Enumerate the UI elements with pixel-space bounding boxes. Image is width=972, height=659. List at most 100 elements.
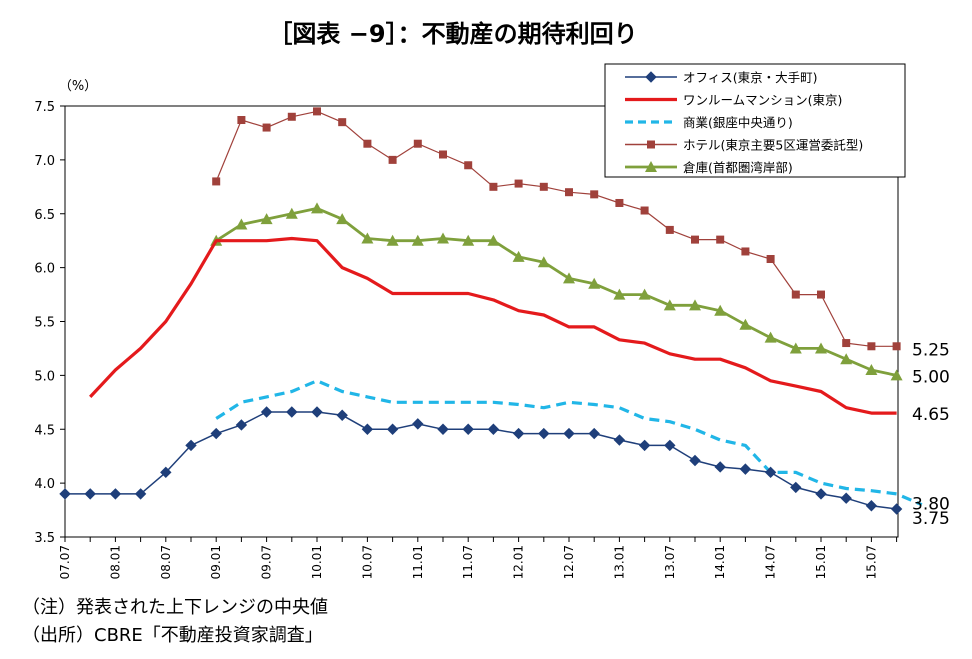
x-tick-label: 10.01	[310, 545, 324, 579]
data-point	[84, 488, 96, 500]
x-tick-label: 07.07	[58, 545, 72, 579]
series-0	[59, 406, 903, 515]
data-point	[665, 225, 674, 234]
x-tick-label: 11.01	[411, 545, 425, 579]
data-point	[210, 427, 222, 440]
data-point	[212, 177, 221, 186]
data-point	[336, 409, 348, 421]
y-axis: 3.5 4.0 4.5 5.0 5.5 6.0 6.5 7.0 7.5	[34, 100, 65, 546]
data-point	[890, 503, 903, 515]
data-point	[313, 107, 321, 116]
data-point	[512, 250, 525, 262]
series-1	[89, 236, 897, 415]
data-point	[588, 277, 601, 289]
data-point	[537, 256, 550, 268]
data-point	[867, 342, 876, 351]
data-point	[739, 463, 752, 475]
end-value-label: 3.75	[912, 509, 950, 529]
y-tick-label: 5.0	[34, 369, 55, 384]
data-point	[817, 290, 825, 299]
data-point	[865, 500, 878, 512]
data-point	[59, 488, 71, 500]
data-point	[235, 218, 248, 230]
data-point	[613, 288, 626, 300]
end-value-label: 3.80	[912, 495, 950, 515]
source-text: （出所）CBRE「不動産投資家調査」	[22, 625, 323, 646]
x-tick-label: 08.07	[159, 545, 173, 579]
data-point	[487, 423, 500, 435]
data-point	[663, 299, 676, 311]
data-point	[865, 363, 878, 375]
data-point	[590, 190, 599, 199]
data-point	[789, 342, 802, 354]
data-point	[764, 466, 777, 479]
data-point	[512, 427, 525, 440]
data-point	[764, 331, 777, 343]
data-point	[388, 155, 397, 164]
data-point	[361, 423, 374, 435]
data-point	[386, 423, 399, 435]
x-tick-label: 10.07	[360, 545, 374, 579]
data-point	[439, 150, 447, 159]
data-point	[638, 439, 651, 452]
data-point	[260, 406, 273, 418]
data-point	[361, 232, 374, 244]
legend-label: ワンルームマンション(東京)	[683, 93, 842, 108]
right-value-labels: 5.25 5.00 4.65 3.803.75	[912, 340, 950, 529]
chart-title: ［図表 −9］：不動産の期待利回り	[268, 20, 637, 48]
data-point	[160, 466, 172, 479]
y-axis-unit: （%）	[59, 79, 97, 94]
data-point	[487, 234, 500, 246]
data-point	[790, 481, 802, 494]
data-point	[892, 342, 901, 351]
x-tick-label: 09.07	[260, 545, 274, 579]
series-4	[210, 202, 903, 381]
data-point	[412, 418, 424, 430]
end-value-label: 5.00	[912, 367, 950, 387]
data-point	[464, 161, 473, 170]
data-point	[437, 232, 449, 244]
legend: オフィス(東京・大手町) ワンルームマンション(東京) 商業(銀座中央通り) ホテル(…	[604, 63, 906, 178]
y-tick-label: 7.5	[34, 100, 55, 115]
series-3	[212, 107, 901, 351]
x-tick-label: 12.01	[512, 545, 526, 579]
x-axis: 07.07 08.01 08.07 09.01 09.07 10.01 10.07 11.01…	[58, 537, 898, 579]
data-point	[741, 247, 750, 256]
x-tick-label: 14.07	[764, 545, 778, 579]
y-tick-label: 6.5	[34, 208, 55, 223]
data-point	[109, 488, 122, 500]
data-point	[237, 116, 246, 125]
legend-label: オフィス(東京・大手町)	[683, 70, 818, 85]
x-tick-label: 11.07	[461, 545, 475, 579]
data-point	[262, 123, 271, 132]
legend-marker	[645, 71, 657, 83]
data-point	[336, 213, 349, 225]
data-point	[363, 139, 372, 148]
data-point	[588, 427, 600, 440]
data-point	[613, 434, 626, 446]
data-point	[311, 202, 323, 214]
series-2	[215, 379, 923, 507]
data-point	[766, 255, 775, 264]
data-point	[815, 342, 827, 354]
data-point	[411, 234, 424, 246]
series-line	[215, 207, 897, 377]
x-tick-label: 13.01	[612, 545, 626, 579]
data-point	[716, 235, 725, 244]
data-point	[287, 112, 296, 121]
x-tick-label: 12.07	[562, 545, 576, 579]
series-layer	[59, 107, 923, 515]
x-tick-label: 13.07	[663, 545, 677, 579]
end-value-label: 5.25	[912, 340, 950, 360]
data-point	[489, 182, 498, 191]
data-point	[185, 439, 197, 452]
data-point	[840, 353, 853, 365]
data-point	[514, 179, 523, 188]
data-point	[689, 299, 701, 311]
series-line	[215, 379, 923, 507]
data-point	[791, 290, 800, 299]
series-line	[65, 411, 897, 510]
data-point	[714, 461, 726, 473]
x-tick-label: 14.01	[713, 545, 727, 579]
